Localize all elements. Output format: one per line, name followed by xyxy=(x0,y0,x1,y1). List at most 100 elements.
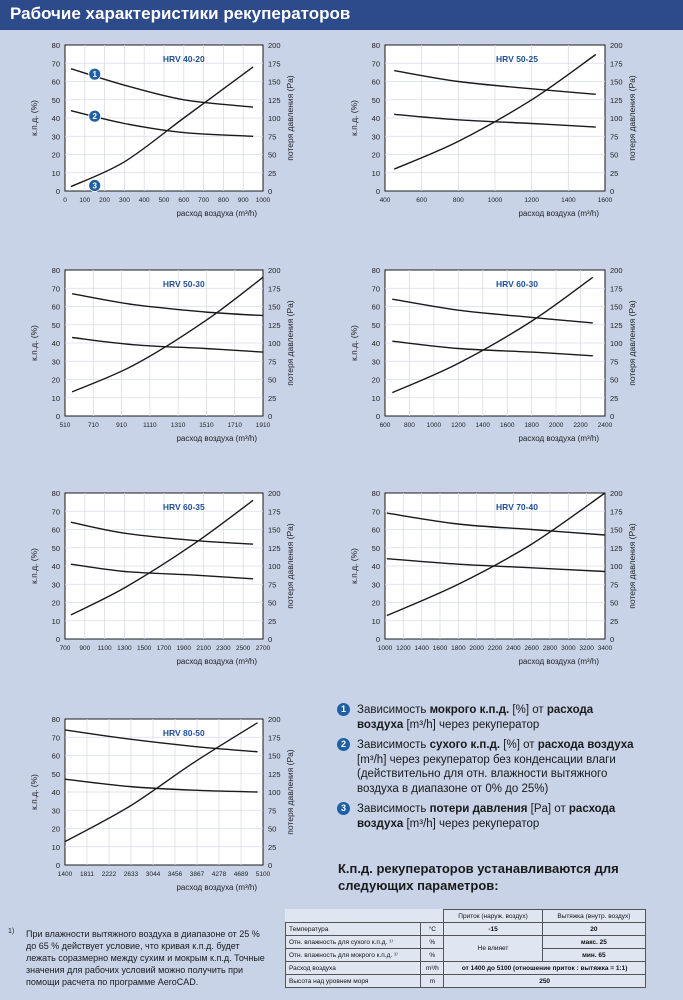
row-unit: % xyxy=(420,948,445,962)
right-tick-label: 100 xyxy=(268,114,281,123)
series-line xyxy=(394,69,596,95)
right-tick-label: 25 xyxy=(610,394,618,403)
right-tick-label: 75 xyxy=(268,357,276,366)
left-tick-label: 80 xyxy=(52,715,60,724)
series-line xyxy=(70,563,254,580)
left-tick-label: 60 xyxy=(372,78,380,87)
right-tick-label: 200 xyxy=(268,715,281,724)
left-tick-label: 30 xyxy=(52,132,60,141)
curve-marker-3 xyxy=(88,179,102,192)
x-axis-label: расход воздуха (m³/h) xyxy=(176,434,257,443)
left-tick-label: 70 xyxy=(372,507,380,516)
left-tick-label: 10 xyxy=(52,169,60,178)
left-tick-label: 40 xyxy=(52,788,60,797)
series-line xyxy=(386,512,606,536)
left-tick-label: 20 xyxy=(372,151,380,160)
left-tick-label: 20 xyxy=(372,599,380,608)
x-tick-label: 3000 xyxy=(561,645,576,652)
series-line xyxy=(392,340,593,357)
x-tick-label: 1800 xyxy=(451,645,466,652)
series-line xyxy=(392,298,593,324)
right-tick-label: 50 xyxy=(268,825,276,834)
series-line xyxy=(392,276,594,394)
right-tick-label: 100 xyxy=(268,562,281,571)
curve-marker-label: 2 xyxy=(92,112,97,121)
x-tick-label: 1000 xyxy=(378,645,393,652)
col-exhaust-header: Вытяжка (внутр. воздух) xyxy=(541,909,647,923)
right-tick-label: 50 xyxy=(610,599,618,608)
right-tick-label: 50 xyxy=(610,376,618,385)
x-tick-label: 2100 xyxy=(196,645,211,652)
right-tick-label: 150 xyxy=(610,78,623,87)
x-tick-label: 1100 xyxy=(98,645,112,652)
x-tick-label: 1400 xyxy=(58,871,73,878)
footnote-mark: 1) xyxy=(8,928,15,935)
left-tick-label: 0 xyxy=(376,187,380,196)
x-tick-label: 1000 xyxy=(256,197,271,204)
right-tick-label: 50 xyxy=(268,376,276,385)
x-axis-label: расход воздуха (m³/h) xyxy=(176,209,257,218)
chart-title: HRV 60-35 xyxy=(163,502,205,512)
left-tick-label: 70 xyxy=(52,507,60,516)
right-tick-label: 175 xyxy=(268,59,281,68)
right-tick-label: 175 xyxy=(268,507,281,516)
x-tick-label: 300 xyxy=(119,197,130,204)
left-tick-label: 80 xyxy=(52,489,60,498)
left-tick-label: 0 xyxy=(376,635,380,644)
x-tick-label: 1700 xyxy=(157,645,172,652)
x-tick-label: 600 xyxy=(178,197,189,204)
left-tick-label: 60 xyxy=(52,526,60,535)
right-tick-label: 75 xyxy=(268,580,276,589)
right-tick-label: 150 xyxy=(268,526,281,535)
series-line xyxy=(386,492,606,617)
right-axis-label: потеря давления (Pa) xyxy=(285,523,295,609)
left-tick-label: 20 xyxy=(52,825,60,834)
left-tick-label: 0 xyxy=(56,635,60,644)
chart-hrv-60-30: 0 0 10 25 20 50 30 75 40 100 50 125 60 150 70 175 80 200 6… xyxy=(349,266,637,443)
left-tick-label: 30 xyxy=(52,357,60,366)
x-tick-label: 200 xyxy=(99,197,110,204)
right-tick-label: 0 xyxy=(610,412,614,421)
x-tick-label: 400 xyxy=(380,197,391,204)
x-tick-label: 1910 xyxy=(256,422,271,429)
right-tick-label: 175 xyxy=(268,733,281,742)
x-tick-label: 3400 xyxy=(598,645,613,652)
left-tick-label: 70 xyxy=(372,284,380,293)
right-tick-label: 125 xyxy=(268,321,281,330)
left-tick-label: 50 xyxy=(372,321,380,330)
left-tick-label: 40 xyxy=(372,339,380,348)
x-tick-label: 1400 xyxy=(561,197,576,204)
chart-hrv-60-35: 0 0 10 25 20 50 30 75 40 100 50 125 60 150 70 175 80 200 7… xyxy=(29,489,295,666)
chart-hrv-80-50: 0 0 10 25 20 50 30 75 40 100 50 125 60 150 70 175 80 200 1… xyxy=(29,715,295,892)
series-line xyxy=(64,722,258,843)
chart-title: HRV 70-40 xyxy=(496,502,538,512)
left-tick-label: 30 xyxy=(372,357,380,366)
x-tick-label: 2400 xyxy=(506,645,521,652)
x-tick-label: 4689 xyxy=(234,871,249,878)
x-tick-label: 400 xyxy=(139,197,150,204)
right-axis-label: потеря давления (Pa) xyxy=(285,749,295,835)
left-tick-label: 70 xyxy=(52,59,60,68)
x-tick-label: 800 xyxy=(404,422,415,429)
table-row: Температура °C -15 20 xyxy=(284,922,647,936)
right-tick-label: 50 xyxy=(268,151,276,160)
row-label: Высота над уровнем моря xyxy=(284,974,422,988)
x-tick-label: 1710 xyxy=(227,422,242,429)
x-tick-label: 100 xyxy=(79,197,90,204)
left-tick-label: 80 xyxy=(372,266,380,275)
legend-item-3: 3 Зависимость потери давления [Pa] от ра… xyxy=(337,802,637,831)
right-tick-label: 125 xyxy=(610,96,623,105)
right-tick-label: 100 xyxy=(610,339,623,348)
left-tick-label: 70 xyxy=(52,733,60,742)
series-line xyxy=(70,499,254,616)
left-tick-label: 10 xyxy=(372,617,380,626)
x-tick-label: 2000 xyxy=(469,645,484,652)
right-tick-label: 50 xyxy=(610,151,618,160)
right-tick-label: 150 xyxy=(268,752,281,761)
left-tick-label: 80 xyxy=(372,41,380,50)
left-tick-label: 20 xyxy=(372,376,380,385)
right-tick-label: 100 xyxy=(268,339,281,348)
right-tick-label: 175 xyxy=(610,59,623,68)
x-tick-label: 2500 xyxy=(236,645,251,652)
x-tick-label: 1500 xyxy=(137,645,152,652)
